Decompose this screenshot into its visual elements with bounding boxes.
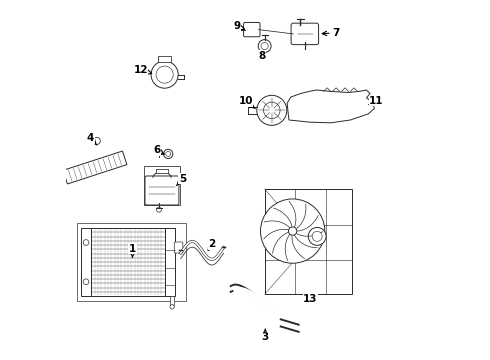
Circle shape bbox=[264, 102, 280, 118]
Bar bbox=[165, 228, 175, 296]
Circle shape bbox=[261, 199, 325, 263]
Circle shape bbox=[166, 152, 171, 157]
Circle shape bbox=[83, 240, 89, 246]
Text: 12: 12 bbox=[133, 65, 152, 75]
FancyBboxPatch shape bbox=[244, 22, 260, 37]
Text: 10: 10 bbox=[239, 96, 255, 109]
Circle shape bbox=[93, 138, 100, 144]
FancyBboxPatch shape bbox=[291, 23, 318, 45]
FancyBboxPatch shape bbox=[145, 176, 179, 205]
Bar bbox=[265, 189, 352, 294]
Circle shape bbox=[83, 279, 89, 285]
Text: 2: 2 bbox=[208, 239, 216, 251]
Text: 7: 7 bbox=[322, 28, 340, 38]
Circle shape bbox=[289, 227, 297, 235]
Circle shape bbox=[257, 95, 287, 125]
Circle shape bbox=[164, 149, 173, 158]
Bar bbox=[92, 228, 165, 296]
Bar bbox=[158, 56, 171, 62]
Circle shape bbox=[308, 228, 326, 245]
Text: 8: 8 bbox=[259, 51, 266, 61]
Bar bbox=[77, 223, 186, 301]
Circle shape bbox=[170, 305, 174, 309]
Text: 3: 3 bbox=[261, 329, 269, 342]
Bar bbox=[156, 169, 168, 174]
Polygon shape bbox=[63, 151, 127, 184]
Circle shape bbox=[151, 61, 178, 88]
Text: 6: 6 bbox=[153, 145, 164, 155]
Text: 13: 13 bbox=[303, 294, 318, 303]
Circle shape bbox=[261, 42, 268, 50]
Text: 5: 5 bbox=[176, 174, 186, 186]
FancyBboxPatch shape bbox=[174, 242, 183, 253]
Text: 4: 4 bbox=[87, 133, 97, 145]
Polygon shape bbox=[287, 90, 374, 123]
Circle shape bbox=[312, 231, 322, 241]
Bar bbox=[170, 296, 174, 305]
Text: 11: 11 bbox=[368, 96, 384, 106]
Bar bbox=[81, 228, 92, 296]
Text: 1: 1 bbox=[129, 244, 136, 257]
Text: 9: 9 bbox=[233, 21, 245, 31]
Circle shape bbox=[156, 66, 173, 83]
Circle shape bbox=[258, 40, 271, 53]
Circle shape bbox=[156, 207, 161, 212]
Bar bbox=[144, 166, 180, 205]
